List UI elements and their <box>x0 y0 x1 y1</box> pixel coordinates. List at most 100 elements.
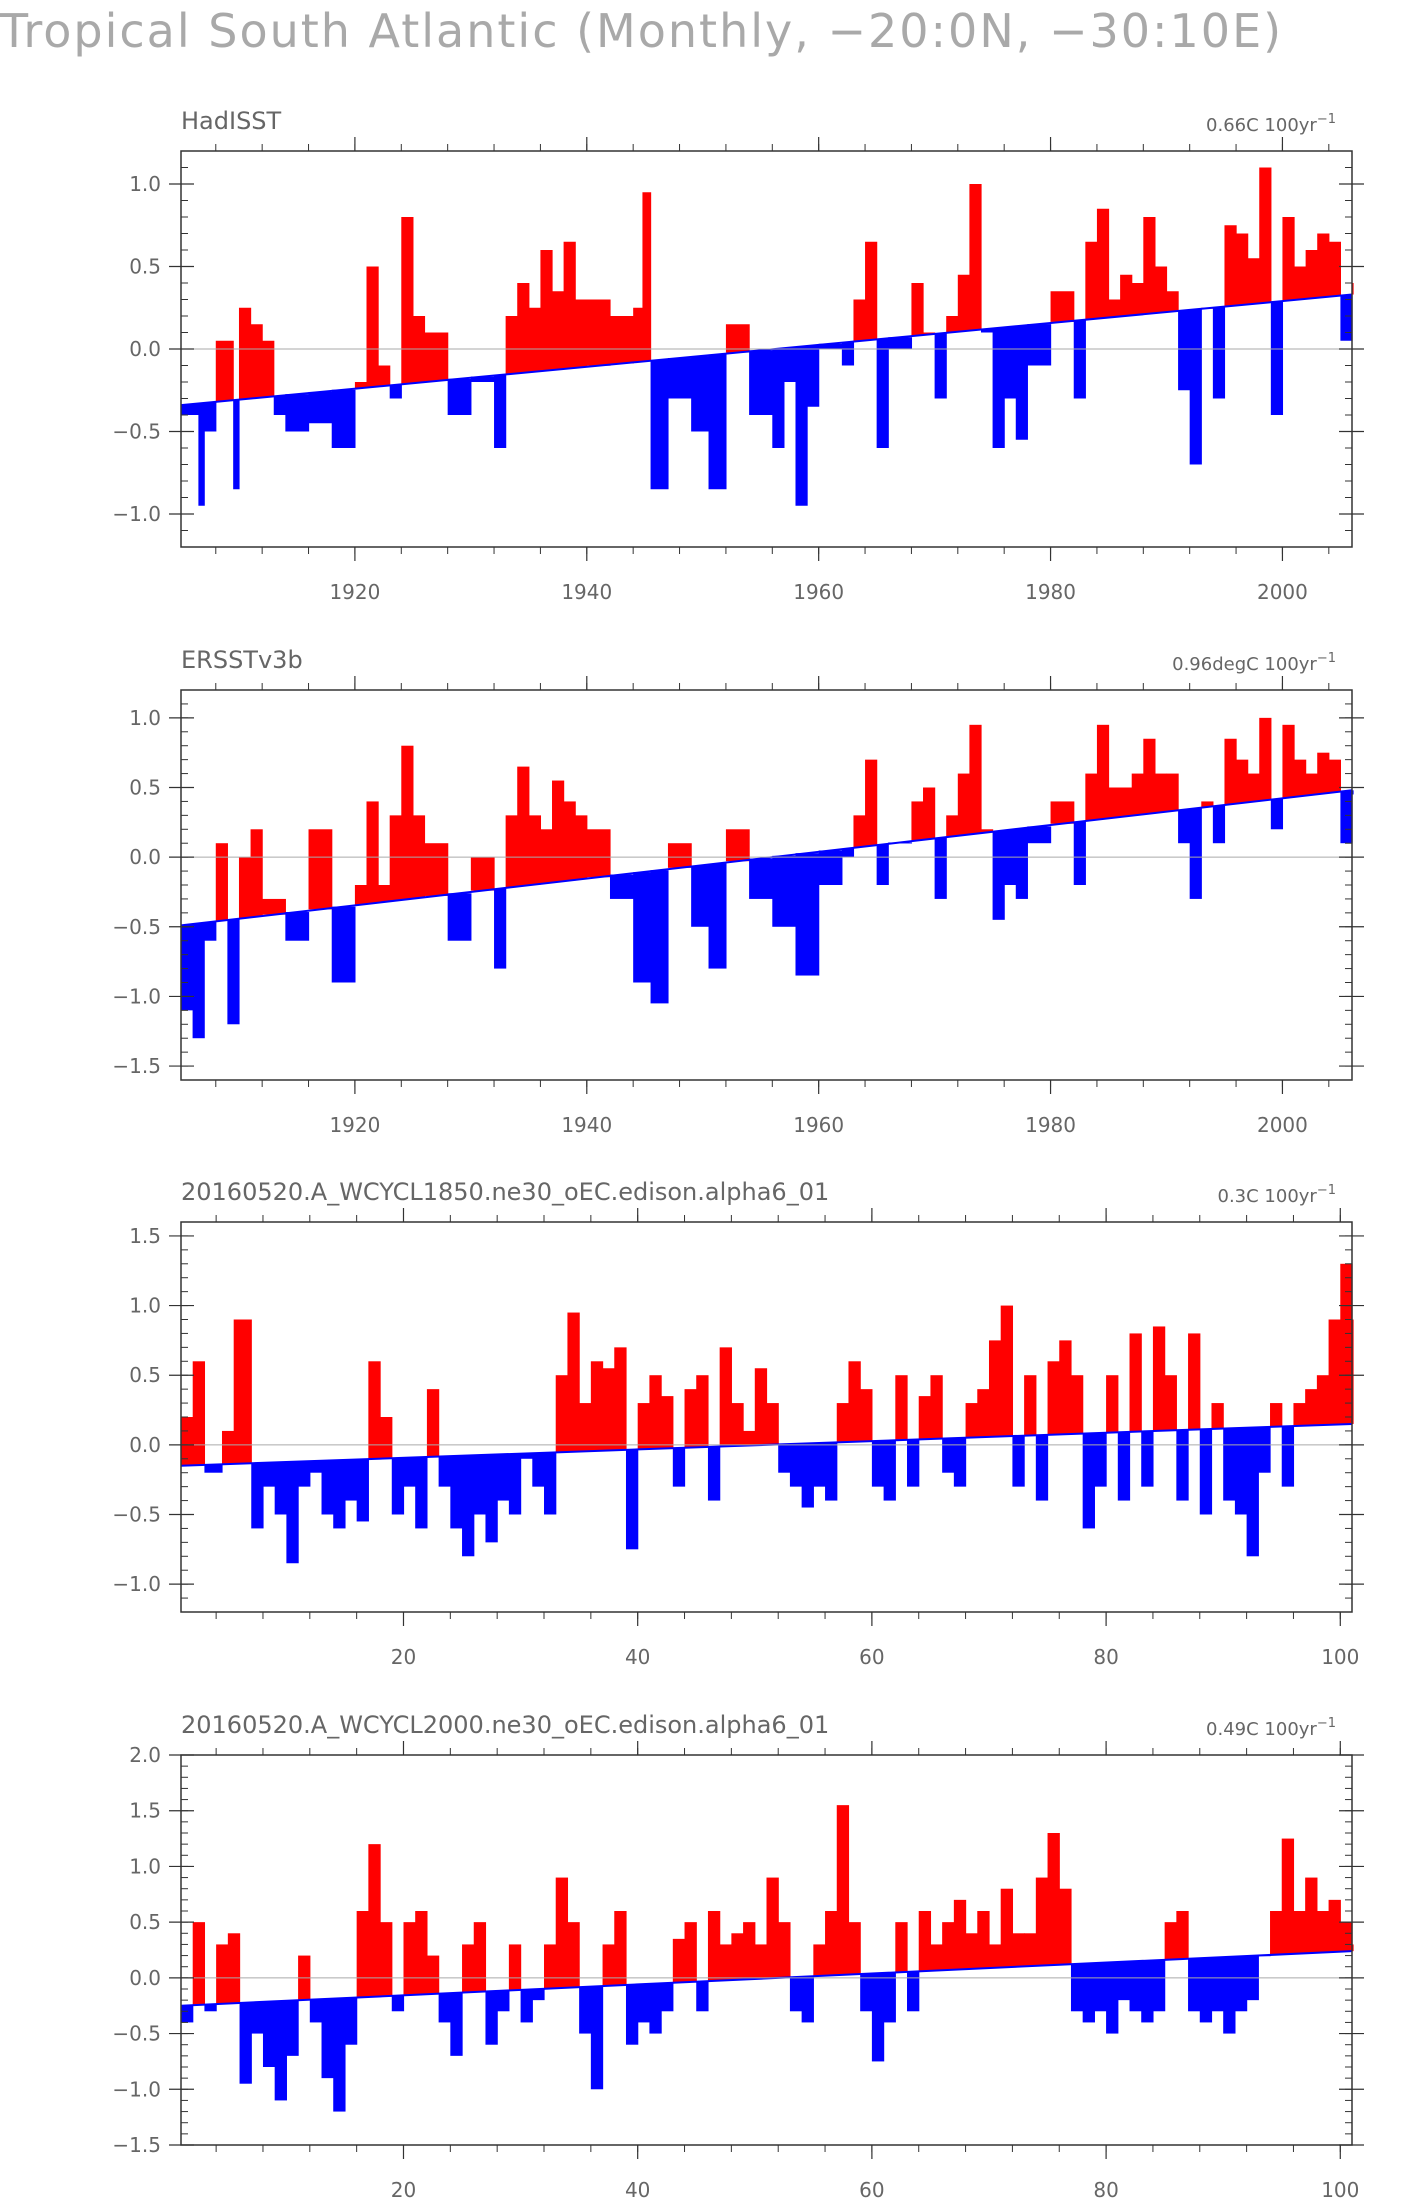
negative-anomaly-bar <box>251 1463 264 1529</box>
positive-anomaly-bar <box>667 843 692 868</box>
y-tick-label: −0.5 <box>112 2022 161 2046</box>
negative-anomaly-bar <box>1234 1956 1248 2012</box>
negative-anomaly-bar <box>1027 826 1052 844</box>
negative-anomaly-bar <box>783 347 797 382</box>
negative-anomaly-bar <box>795 853 820 976</box>
negative-anomaly-bar <box>795 346 808 506</box>
trend-label: 0.3C 100yr−1 <box>1218 1183 1337 1207</box>
positive-anomaly-bar <box>470 857 495 891</box>
positive-anomaly-bar <box>1152 1326 1166 1431</box>
panel-title: ERSSTv3b <box>181 646 303 674</box>
positive-anomaly-bar <box>378 885 391 902</box>
negative-anomaly-bar <box>450 1455 463 1529</box>
page-title: Tropical South Atlantic (Monthly, −20:0N… <box>0 4 1284 58</box>
trend-label-value: 0.96degC 100yr <box>1172 654 1317 675</box>
negative-anomaly-bar <box>331 389 356 448</box>
positive-anomaly-bar <box>1293 1403 1306 1426</box>
positive-anomaly-bar <box>403 1922 416 1996</box>
positive-anomaly-bar <box>1282 724 1295 798</box>
negative-anomaly-bar <box>871 1973 885 2062</box>
negative-anomaly-bar <box>1152 1960 1166 2012</box>
positive-anomaly-bar <box>262 340 275 397</box>
negative-anomaly-bar <box>667 358 692 399</box>
positive-anomaly-bar <box>1270 1403 1283 1427</box>
negative-anomaly-bar <box>1117 1961 1131 2001</box>
trend-line <box>180 789 1353 927</box>
negative-anomaly-bar <box>876 338 889 448</box>
x-tick-label: 40 <box>625 1645 650 1669</box>
chart-panel-3: 20160520.A_WCYCL1850.ne30_oEC.edison.alp… <box>112 1178 1364 1669</box>
positive-anomaly-bar <box>930 1375 943 1439</box>
negative-anomaly-bar <box>1035 1435 1049 1501</box>
negative-anomaly-bar <box>708 863 727 969</box>
positive-anomaly-bar <box>1281 1838 1295 1955</box>
positive-anomaly-bar <box>1164 1922 1177 1960</box>
negative-anomaly-bar <box>691 865 710 927</box>
negative-anomaly-bar <box>609 874 634 899</box>
negative-anomaly-bar <box>1199 1957 1213 2023</box>
positive-anomaly-bar <box>602 1944 615 1986</box>
positive-anomaly-bar <box>766 1403 779 1445</box>
positive-anomaly-bar <box>1340 1263 1353 1425</box>
trend-label: 0.96degC 100yr−1 <box>1172 651 1336 675</box>
positive-anomaly-bar <box>1143 217 1156 314</box>
positive-anomaly-bar <box>1047 1833 1060 1966</box>
trend-label-exponent: −1 <box>1317 651 1336 666</box>
negative-anomaly-bar <box>321 1460 334 1515</box>
positive-anomaly-bar <box>1176 1911 1189 1960</box>
negative-anomaly-bar <box>860 1973 873 2012</box>
positive-anomaly-bar <box>1328 1899 1341 1952</box>
negative-anomaly-bar <box>1234 1427 1248 1515</box>
x-tick-label: 1960 <box>793 580 844 604</box>
positive-anomaly-bar <box>1294 759 1307 797</box>
negative-anomaly-bar <box>415 1457 428 1529</box>
negative-anomaly-bar <box>485 1454 498 1543</box>
positive-anomaly-bar <box>614 1347 627 1451</box>
negative-anomaly-bar <box>992 831 1005 920</box>
negative-anomaly-bar <box>650 359 669 490</box>
negative-anomaly-bar <box>1340 295 1353 341</box>
x-tick-label: 20 <box>391 1645 416 1669</box>
negative-anomaly-bar <box>1094 1962 1107 2012</box>
positive-anomaly-bar <box>1050 801 1075 824</box>
positive-anomaly-bar <box>946 815 959 837</box>
y-tick-label: 1.0 <box>129 172 161 196</box>
positive-anomaly-bar <box>1305 773 1318 795</box>
x-tick-label: 20 <box>391 2178 416 2202</box>
positive-anomaly-bar <box>1131 773 1144 816</box>
positive-anomaly-bar <box>969 724 982 834</box>
x-tick-label: 2000 <box>1257 580 1308 604</box>
positive-anomaly-bar <box>1305 1877 1318 1954</box>
negative-anomaly-bar <box>204 2004 217 2012</box>
negative-anomaly-bar <box>198 403 205 506</box>
positive-anomaly-bar <box>426 1955 440 1994</box>
negative-anomaly-bar <box>807 345 820 407</box>
y-tick-label: 0.5 <box>129 1910 161 1934</box>
positive-anomaly-bar <box>1211 1403 1224 1429</box>
positive-anomaly-bar <box>865 759 878 846</box>
x-tick-label: 1960 <box>793 1113 844 1137</box>
positive-anomaly-bar <box>250 324 263 398</box>
y-tick-label: 1.5 <box>129 1224 161 1248</box>
trend-label-exponent: −1 <box>1317 112 1336 127</box>
x-tick-label: 60 <box>859 2178 884 2202</box>
negative-anomaly-bar <box>1212 805 1226 844</box>
negative-anomaly-bar <box>497 1454 510 1501</box>
negative-anomaly-bar <box>1246 1427 1259 1557</box>
positive-anomaly-bar <box>1247 258 1260 304</box>
chart-panel-4: 20160520.A_WCYCL2000.ne30_oEC.edison.alp… <box>112 1711 1364 2202</box>
negative-anomaly-bar <box>1178 310 1191 391</box>
positive-anomaly-bar <box>1108 787 1121 818</box>
y-tick-label: 0.0 <box>129 337 161 361</box>
positive-anomaly-bar <box>368 1844 381 1997</box>
positive-anomaly-bar <box>1294 266 1307 300</box>
trend-label-exponent: −1 <box>1317 1183 1336 1198</box>
positive-anomaly-bar <box>942 1922 955 1970</box>
bar-series <box>181 1263 1354 1564</box>
negative-anomaly-bar <box>508 1453 522 1515</box>
negative-anomaly-bar <box>532 1989 545 2001</box>
panel-title: 20160520.A_WCYCL2000.ne30_oEC.edison.alp… <box>181 1711 829 1739</box>
negative-anomaly-bar <box>192 923 205 1039</box>
y-tick-label: 2.0 <box>129 1743 161 1767</box>
positive-anomaly-bar <box>848 1922 861 1975</box>
